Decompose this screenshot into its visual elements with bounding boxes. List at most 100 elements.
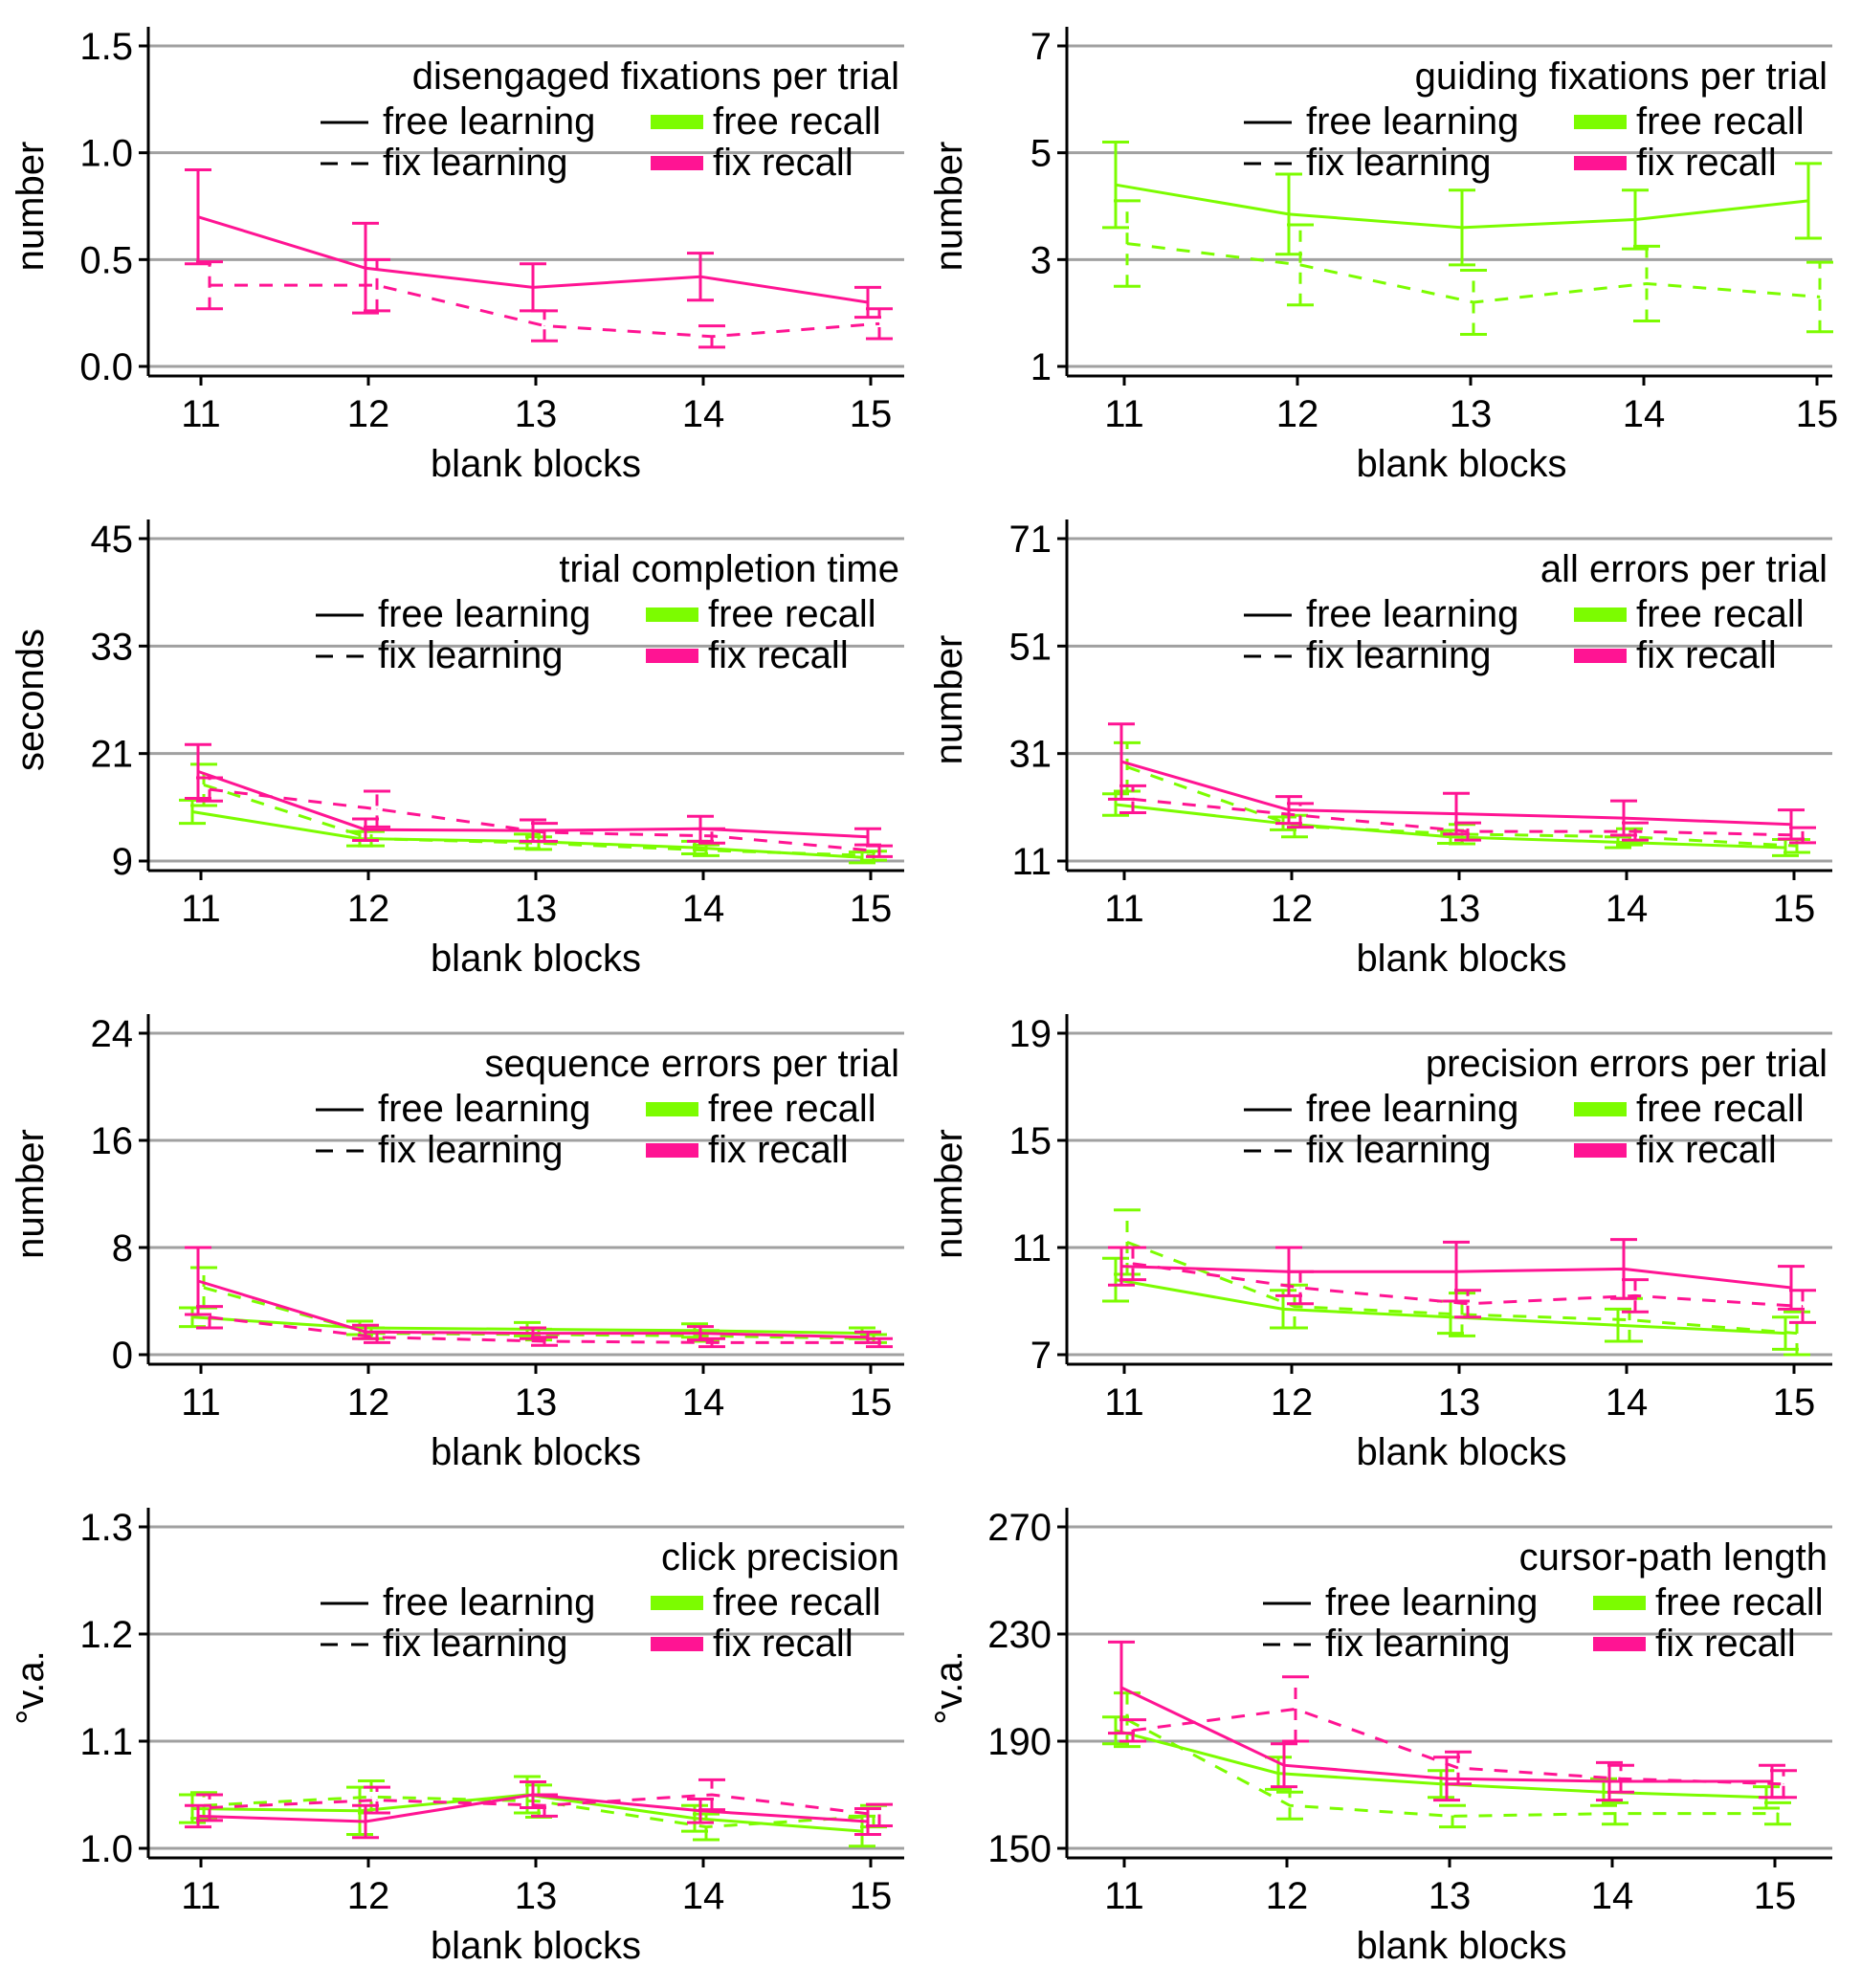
- data-point: [1115, 1279, 1117, 1281]
- y-tick-label: 1.1: [79, 1721, 133, 1763]
- data-point: [203, 1287, 205, 1289]
- data-point: [191, 811, 193, 813]
- x-tick-label: 13: [515, 1381, 558, 1424]
- x-tick-label: 11: [181, 888, 221, 930]
- data-point: [376, 284, 378, 286]
- data-point: [1617, 841, 1619, 843]
- data-point: [1819, 296, 1821, 298]
- data-point: [197, 770, 199, 772]
- data-point: [1473, 301, 1474, 303]
- chart-panel: 0 8 16 24 number 11 12 13 14 15 blank blocks sequen…: [10, 1013, 904, 1473]
- data-point: [1783, 1783, 1784, 1785]
- data-point: [1283, 1764, 1285, 1766]
- x-axis-label: blank blocks: [1356, 938, 1566, 980]
- data-point: [1461, 227, 1463, 229]
- y-tick-label: 45: [91, 519, 134, 561]
- y-tick-label: 71: [1009, 519, 1052, 561]
- legend-free-swatch: [1574, 1102, 1627, 1116]
- data-point: [1467, 1303, 1469, 1305]
- y-tick-label: 7: [1030, 26, 1052, 68]
- data-point: [699, 1333, 701, 1335]
- legend-label-free-learning: free learning: [1325, 1581, 1538, 1624]
- x-tick-label: 12: [347, 393, 390, 435]
- data-series: [1114, 1691, 1791, 1829]
- data-point: [1288, 213, 1290, 215]
- x-tick-label: 15: [850, 1875, 893, 1917]
- y-tick-label: 9: [112, 841, 133, 883]
- series-line: [1126, 242, 1821, 304]
- x-tick-label: 14: [682, 393, 725, 435]
- data-point: [532, 286, 534, 288]
- data-point: [359, 838, 361, 840]
- data-series: [190, 1778, 887, 1842]
- x-tick-label: 12: [347, 888, 390, 930]
- data-point: [1467, 830, 1469, 832]
- data-point: [1634, 218, 1636, 220]
- legend-label-fix-learning: fix learning: [1306, 634, 1491, 676]
- data-point: [370, 1796, 372, 1798]
- data-point: [1288, 809, 1290, 811]
- data-point: [694, 1818, 696, 1820]
- data-point: [1455, 1270, 1457, 1272]
- data-point: [191, 1808, 193, 1810]
- y-tick-label: 19: [1009, 1013, 1052, 1055]
- legend-label-fix-recall: fix recall: [1655, 1623, 1796, 1665]
- x-tick-label: 12: [1271, 888, 1314, 930]
- y-tick-label: 1.3: [79, 1507, 133, 1549]
- data-point: [1628, 1319, 1630, 1321]
- data-point: [1623, 817, 1625, 819]
- y-tick-label: 3: [1030, 239, 1052, 281]
- x-axis-label: blank blocks: [431, 1925, 641, 1967]
- data-point: [359, 1810, 361, 1812]
- data-point: [1455, 813, 1457, 815]
- series-line: [210, 283, 880, 339]
- data-point: [1132, 798, 1134, 800]
- data-point: [1634, 830, 1636, 832]
- data-point: [1446, 1778, 1448, 1779]
- data-point: [1784, 1333, 1786, 1335]
- y-tick-label: 33: [91, 626, 134, 668]
- y-tick-label: 1.0: [79, 1828, 133, 1870]
- legend-label-free-learning: free learning: [1306, 1088, 1518, 1130]
- y-axis-label: °v.a.: [928, 1650, 970, 1725]
- legend-label-free-recall: free recall: [1636, 593, 1805, 635]
- data-point: [1796, 1333, 1798, 1335]
- data-point: [543, 1804, 545, 1806]
- x-tick-label: 11: [181, 1875, 221, 1917]
- x-tick-label: 12: [347, 1381, 390, 1424]
- x-tick-label: 14: [682, 1875, 725, 1917]
- y-tick-label: 24: [91, 1013, 134, 1055]
- legend-label-free-learning: free learning: [1306, 100, 1518, 143]
- legend-label-fix-recall: fix recall: [713, 1623, 853, 1665]
- legend-label-free-learning: free learning: [383, 100, 595, 143]
- data-point: [1120, 1687, 1122, 1689]
- x-tick-label: 12: [1271, 1381, 1314, 1424]
- chart-panel: 9 21 33 45 seconds 11 12 13 14 15 blank blocks tria…: [10, 519, 904, 980]
- data-point: [711, 1341, 713, 1343]
- data-point: [1790, 1287, 1792, 1289]
- legend-label-fix-learning: fix learning: [378, 1129, 563, 1171]
- data-point: [197, 1815, 199, 1817]
- data-series: [1119, 1246, 1816, 1324]
- x-axis-label: blank blocks: [1356, 1431, 1566, 1473]
- legend-free-swatch: [1574, 115, 1627, 129]
- y-tick-label: 270: [987, 1507, 1052, 1549]
- data-point: [197, 216, 199, 218]
- chart-title: trial completion time: [559, 548, 899, 590]
- data-point: [711, 336, 713, 338]
- y-axis-label: seconds: [10, 629, 52, 771]
- x-tick-label: 11: [1104, 888, 1144, 930]
- legend-free-swatch: [1574, 607, 1627, 622]
- data-series: [1114, 740, 1810, 854]
- x-tick-label: 15: [1796, 393, 1839, 435]
- data-point: [1790, 824, 1792, 826]
- series-line: [209, 787, 880, 853]
- legend-fix-swatch: [646, 1143, 698, 1158]
- data-point: [1617, 1324, 1619, 1326]
- chart-title: click precision: [661, 1536, 899, 1579]
- data-point: [1608, 1780, 1610, 1782]
- data-point: [1603, 1791, 1605, 1793]
- chart-title: disengaged fixations per trial: [412, 55, 899, 98]
